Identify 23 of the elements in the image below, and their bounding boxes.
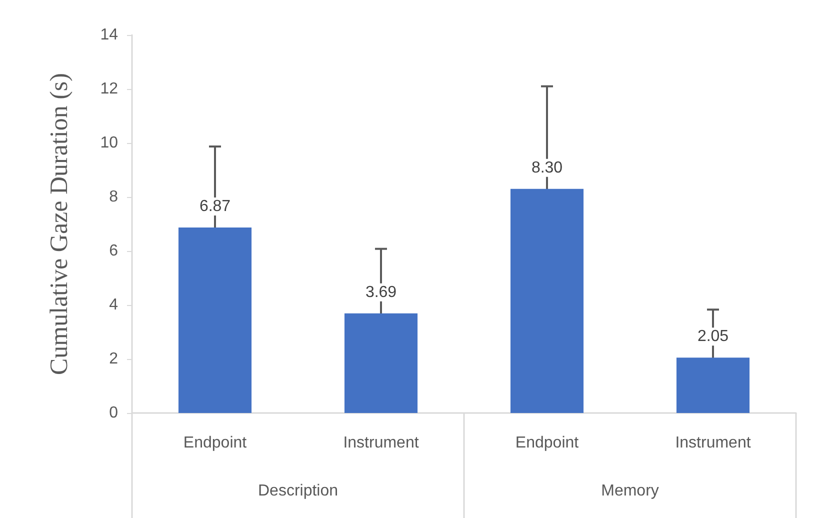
x-tick-label: Endpoint [515,434,580,452]
data-label: 6.87 [199,198,231,216]
data-label: 3.69 [365,284,397,301]
y-tick-label: 14 [100,26,118,44]
y-tick-label: 2 [109,350,118,368]
y-axis-title: Cumulative Gaze Duration (s) [46,73,73,375]
bar [344,313,418,413]
text: Memory [601,482,659,500]
y-tick-label: 10 [100,134,118,152]
y-tick-label: 6 [109,242,118,260]
bar [510,188,584,413]
x-tick-label: Endpoint [183,434,248,452]
y-tick-label: 12 [100,80,118,98]
y-tick-label: 8 [109,188,118,206]
bar [178,228,252,413]
x-tick-label: Instrument [675,434,752,452]
bar [676,358,750,413]
text: Description [258,482,338,500]
data-label: 2.05 [697,328,729,346]
x-tick-label: Instrument [343,434,420,452]
y-tick-label: 0 [109,404,118,422]
y-tick-label: 4 [109,296,118,314]
data-label: 8.30 [531,159,563,176]
